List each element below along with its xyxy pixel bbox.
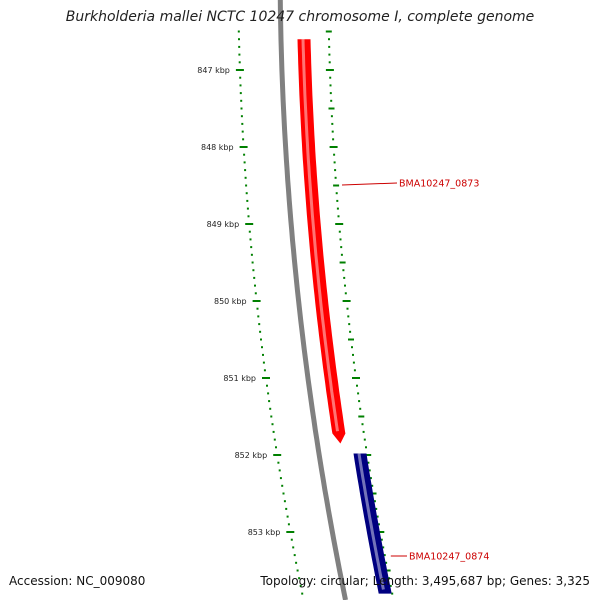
inner-tick-marks <box>235 30 304 595</box>
tick-label: 848 kbp <box>201 143 234 152</box>
outer-tick-marks <box>325 30 394 595</box>
tick-label: 849 kbp <box>207 220 240 229</box>
gene-highlight <box>357 453 385 590</box>
tick-label: 847 kbp <box>197 66 230 75</box>
tick-labels: 847 kbp 848 kbp 849 kbp 850 kbp 851 kbp 852 k… <box>197 66 280 537</box>
gene-BMA10247_0873[interactable] <box>297 39 346 444</box>
tick-label: 851 kbp <box>223 374 256 383</box>
summary-text: Topology: circular; Length: 3,495,687 bp… <box>260 574 590 588</box>
tick-label: 852 kbp <box>235 451 268 460</box>
gene-features <box>297 39 392 594</box>
genome-backbone <box>277 0 348 600</box>
gene-label[interactable]: BMA10247_0873 <box>399 179 479 190</box>
gene-labels: BMA10247_0873 BMA10247_0874 <box>341 179 489 563</box>
gene-highlight <box>301 39 339 432</box>
accession-text: Accession: NC_009080 <box>9 574 146 588</box>
tick-label: 850 kbp <box>214 297 247 306</box>
gene-label[interactable]: BMA10247_0874 <box>409 552 489 563</box>
gene-label-line <box>341 182 398 186</box>
map-title: Burkholderia mallei NCTC 10247 chromosom… <box>65 9 535 25</box>
gene-BMA10247_0874[interactable] <box>353 453 392 594</box>
tick-label: 853 kbp <box>248 528 281 537</box>
